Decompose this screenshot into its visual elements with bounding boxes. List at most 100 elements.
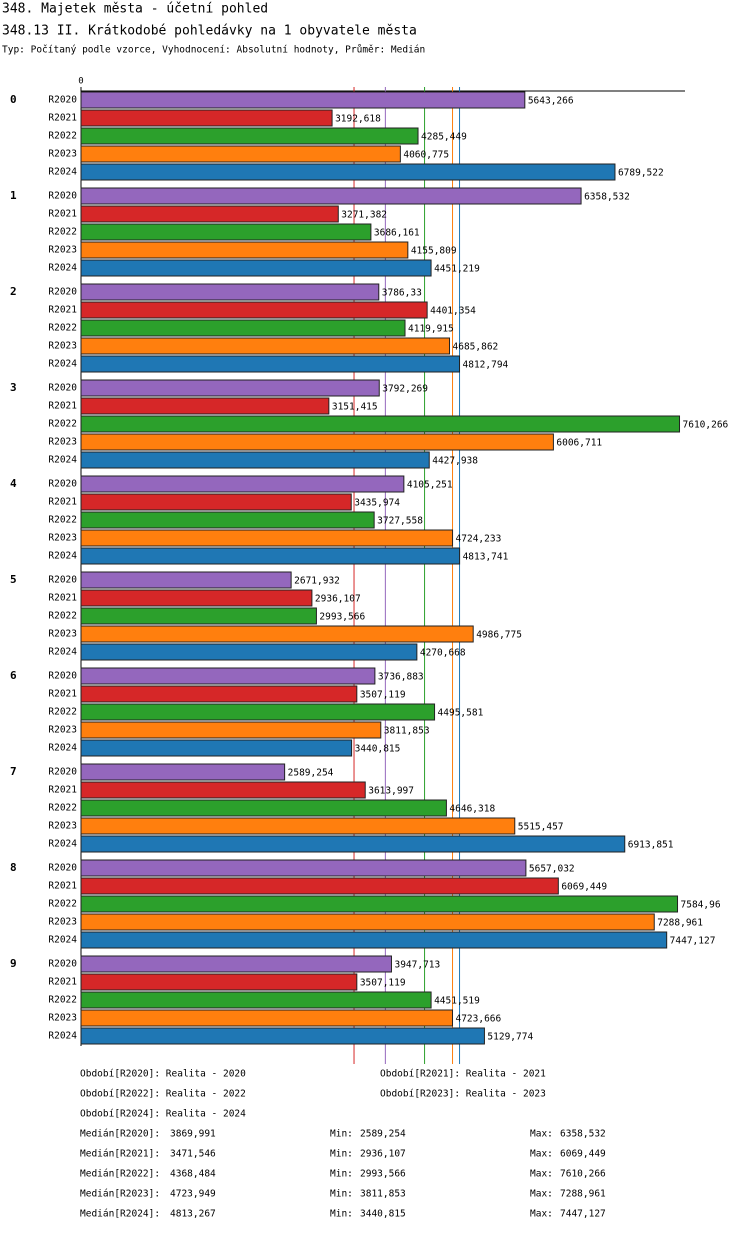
value-label: 4119,915 [408,324,454,335]
row-label: R2020 [48,575,77,586]
max-label: Max: [530,1189,553,1200]
row-label: R2021 [48,689,77,700]
value-label: 5129,774 [487,1032,533,1043]
min-value: 2589,254 [360,1129,406,1140]
value-label: 2671,932 [294,576,340,587]
legend-entry: Období[R2022]: Realita - 2022 [80,1089,246,1100]
value-label: 5515,457 [518,822,564,833]
min-value: 3440,815 [360,1209,406,1220]
row-label: R2024 [48,551,77,562]
value-label: 3786,33 [382,288,422,299]
bar [80,223,372,241]
max-label: Max: [530,1169,553,1180]
value-label: 4685,862 [453,342,499,353]
min-value: 2993,566 [360,1169,406,1180]
value-label: 4723,666 [455,1014,501,1025]
bar [80,259,432,277]
bar [80,337,451,355]
value-label: 3811,853 [384,726,430,737]
bar [80,685,358,703]
median-value: 3471,546 [170,1149,216,1160]
bar [80,973,358,991]
value-label: 4495,581 [438,708,484,719]
median-label: Medián[R2022]: [80,1169,160,1180]
row-label: R2022 [48,323,77,334]
row-label: R2021 [48,401,77,412]
row-label: R2020 [48,95,77,106]
chart-title: 348. Majetek města - účetní pohled [2,2,268,17]
value-label: 4986,775 [476,630,522,641]
legend-entry: Období[R2024]: Realita - 2024 [80,1109,246,1120]
bar [80,127,419,145]
group-label: 4 [10,477,17,490]
bar [80,511,375,529]
bar [80,721,382,739]
row-label: R2020 [48,191,77,202]
group-label: 3 [10,381,17,394]
value-label: 4060,775 [403,150,449,161]
bar [80,859,527,877]
row-label: R2023 [48,245,77,256]
bar [80,571,292,589]
median-value: 4813,267 [170,1209,216,1220]
row-label: R2022 [48,611,77,622]
row-label: R2021 [48,497,77,508]
bar [80,877,559,895]
median-label: Medián[R2023]: [80,1189,160,1200]
max-value: 7610,266 [560,1169,606,1180]
value-label: 4812,794 [463,360,509,371]
bar [80,1009,453,1027]
row-label: R2024 [48,263,77,274]
row-label: R2022 [48,995,77,1006]
row-label: R2023 [48,917,77,928]
row-label: R2021 [48,881,77,892]
row-label: R2022 [48,707,77,718]
bar [80,397,330,415]
bar [80,835,626,853]
x-tick-label: 0 [78,77,83,87]
row-label: R2024 [48,743,77,754]
row-label: R2022 [48,515,77,526]
bar [80,799,447,817]
group-label: 1 [10,189,17,202]
row-label: R2024 [48,359,77,370]
median-value: 3869,991 [170,1129,216,1140]
bar [80,1027,485,1045]
bar [80,91,526,109]
value-label: 3507,119 [360,690,406,701]
value-label: 6006,711 [556,438,602,449]
max-value: 6358,532 [560,1129,606,1140]
max-label: Max: [530,1149,553,1160]
row-label: R2024 [48,839,77,850]
row-label: R2023 [48,725,77,736]
row-label: R2022 [48,899,77,910]
min-value: 2936,107 [360,1149,406,1160]
bar [80,145,401,163]
min-label: Min: [330,1209,353,1220]
group-label: 6 [10,669,17,682]
row-label: R2020 [48,863,77,874]
row-label: R2024 [48,167,77,178]
min-label: Min: [330,1169,353,1180]
bar [80,529,454,547]
bar [80,415,681,433]
value-label: 3792,269 [382,384,428,395]
bar [80,781,366,799]
value-label: 3613,997 [368,786,414,797]
bar [80,451,430,469]
group-label: 5 [10,573,17,586]
value-label: 6789,522 [618,168,664,179]
bar [80,589,313,607]
bar [80,547,461,565]
bar [80,283,380,301]
bar [80,763,286,781]
row-label: R2022 [48,131,77,142]
bar [80,913,655,931]
bar [80,319,406,337]
min-label: Min: [330,1189,353,1200]
value-label: 4155,809 [411,246,457,257]
value-label: 3727,558 [377,516,423,527]
value-label: 3440,815 [355,744,401,755]
